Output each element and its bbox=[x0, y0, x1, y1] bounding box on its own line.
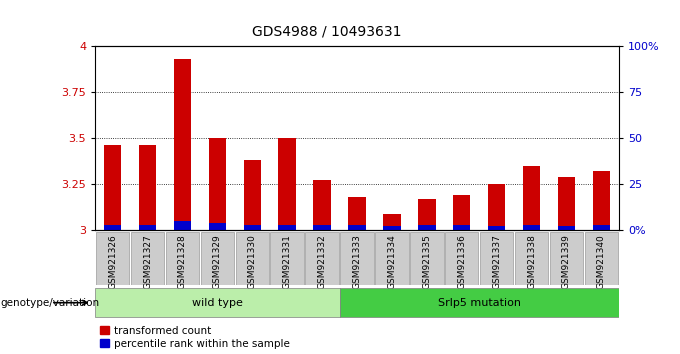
Bar bbox=[453, 195, 471, 230]
Bar bbox=[243, 160, 261, 230]
Bar bbox=[104, 224, 122, 230]
Text: GSM921329: GSM921329 bbox=[213, 235, 222, 289]
Text: GSM921340: GSM921340 bbox=[597, 235, 606, 289]
Bar bbox=[139, 145, 156, 230]
Bar bbox=[339, 288, 619, 317]
Bar bbox=[96, 232, 129, 285]
Bar bbox=[383, 227, 401, 230]
Text: GSM921331: GSM921331 bbox=[283, 235, 292, 290]
Bar bbox=[480, 232, 513, 285]
Bar bbox=[305, 232, 339, 285]
Text: wild type: wild type bbox=[192, 298, 243, 308]
Text: GSM921339: GSM921339 bbox=[562, 235, 571, 290]
Bar bbox=[549, 232, 583, 285]
Text: genotype/variation: genotype/variation bbox=[1, 298, 100, 308]
Text: Srlp5 mutation: Srlp5 mutation bbox=[438, 298, 521, 308]
Text: GSM921332: GSM921332 bbox=[318, 235, 326, 289]
Text: GSM921333: GSM921333 bbox=[352, 235, 362, 290]
Bar bbox=[139, 224, 156, 230]
Bar bbox=[488, 184, 505, 230]
Bar bbox=[592, 171, 610, 230]
Bar bbox=[445, 232, 479, 285]
Bar bbox=[585, 232, 618, 285]
Bar bbox=[174, 221, 191, 230]
Bar bbox=[313, 181, 330, 230]
Bar bbox=[592, 224, 610, 230]
Legend: transformed count, percentile rank within the sample: transformed count, percentile rank withi… bbox=[101, 326, 290, 349]
Bar bbox=[104, 145, 122, 230]
Text: GSM921327: GSM921327 bbox=[143, 235, 152, 289]
Bar bbox=[209, 223, 226, 230]
Text: GSM921328: GSM921328 bbox=[178, 235, 187, 289]
Text: GSM921337: GSM921337 bbox=[492, 235, 501, 290]
Text: GSM921338: GSM921338 bbox=[527, 235, 536, 290]
Bar bbox=[348, 224, 366, 230]
Bar bbox=[375, 232, 409, 285]
Bar bbox=[523, 224, 540, 230]
Text: GSM921336: GSM921336 bbox=[457, 235, 466, 290]
Bar bbox=[131, 232, 165, 285]
Text: GSM921330: GSM921330 bbox=[248, 235, 257, 290]
Bar bbox=[271, 232, 304, 285]
Bar bbox=[515, 232, 548, 285]
Bar bbox=[418, 224, 436, 230]
Bar bbox=[348, 197, 366, 230]
Bar bbox=[558, 227, 575, 230]
Bar bbox=[418, 199, 436, 230]
Text: GSM921326: GSM921326 bbox=[108, 235, 117, 289]
Bar bbox=[174, 59, 191, 230]
Bar bbox=[209, 138, 226, 230]
Bar bbox=[313, 224, 330, 230]
Bar bbox=[383, 213, 401, 230]
Bar bbox=[558, 177, 575, 230]
Bar bbox=[235, 232, 269, 285]
Text: GSM921335: GSM921335 bbox=[422, 235, 431, 290]
Bar bbox=[279, 224, 296, 230]
Bar bbox=[410, 232, 443, 285]
Bar bbox=[243, 224, 261, 230]
Bar bbox=[523, 166, 540, 230]
Bar bbox=[166, 232, 199, 285]
Bar bbox=[95, 288, 339, 317]
Bar bbox=[488, 227, 505, 230]
Text: GSM921334: GSM921334 bbox=[388, 235, 396, 289]
Bar bbox=[279, 138, 296, 230]
Bar bbox=[453, 224, 471, 230]
Bar bbox=[201, 232, 234, 285]
Bar bbox=[340, 232, 374, 285]
Text: GDS4988 / 10493631: GDS4988 / 10493631 bbox=[252, 25, 402, 39]
